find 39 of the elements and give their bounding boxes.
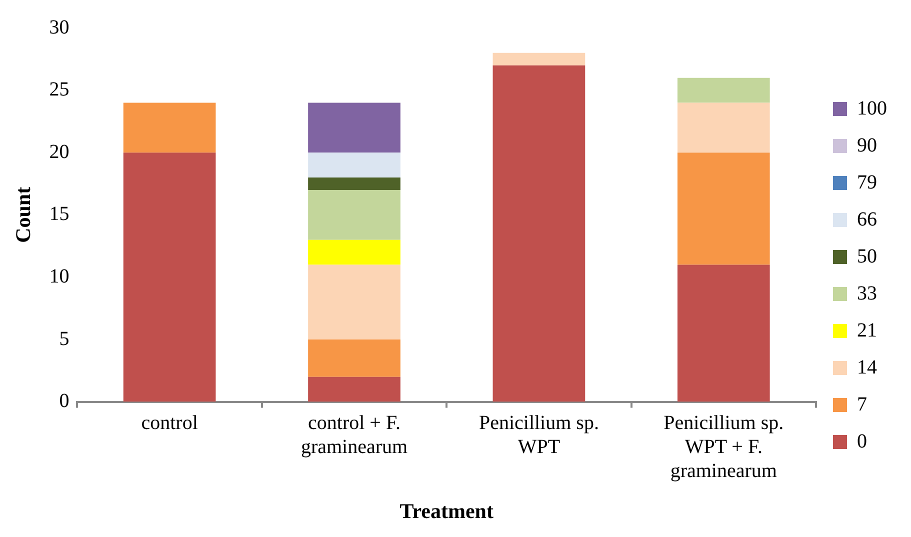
x-tick-label: Penicillium sp. WPT + F. graminearum (664, 412, 784, 482)
y-tick-label: 25 (49, 78, 70, 101)
bar (677, 264, 770, 402)
bar (308, 264, 400, 340)
legend-label: 7 (857, 393, 867, 416)
legend-label: 14 (857, 356, 877, 378)
legend-label: 100 (857, 97, 887, 120)
bar (492, 52, 586, 66)
legend-label: 33 (857, 282, 877, 304)
bar (677, 78, 770, 103)
bar (308, 240, 400, 265)
bar (308, 340, 400, 377)
y-tick-label: 20 (49, 140, 70, 163)
legend-label: 79 (857, 171, 877, 194)
bar (308, 190, 400, 240)
bar (308, 178, 400, 190)
x-axis-title: Treatment (400, 498, 494, 523)
x-tick-label: control (141, 412, 198, 434)
legend-label: 66 (857, 208, 877, 230)
y-tick-label: 30 (49, 16, 70, 38)
legend-label: 21 (857, 319, 877, 342)
y-tick-label: 15 (49, 203, 70, 226)
x-tick-label: control + F. graminearum (300, 412, 408, 458)
y-axis-title: Count (11, 186, 36, 243)
x-tick-label: Penicillium sp. WPT (478, 412, 599, 458)
bar (123, 102, 216, 153)
legend-label: 90 (857, 134, 877, 156)
bar (123, 152, 216, 402)
legend-label: 50 (857, 245, 877, 268)
bar (677, 102, 770, 153)
bar (492, 65, 586, 402)
bar (308, 376, 400, 402)
legend-label: 0 (857, 430, 867, 452)
bar (308, 102, 400, 153)
y-tick-label: 10 (49, 265, 70, 288)
bar (308, 152, 400, 178)
bar (677, 152, 770, 265)
y-tick-label: 0 (59, 390, 70, 412)
y-tick-label: 5 (59, 328, 70, 350)
